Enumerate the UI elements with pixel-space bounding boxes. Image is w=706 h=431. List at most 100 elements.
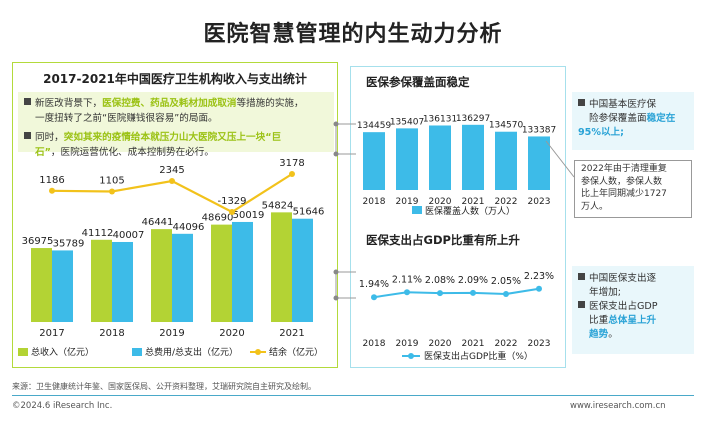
expense-bar: [232, 221, 253, 322]
coverage-chart-title: 医保参保覆盖面稳定: [366, 75, 470, 89]
legend-coverage-swatch: [412, 206, 422, 214]
bullet-square-icon: [578, 99, 585, 106]
balance-point: [289, 171, 295, 177]
expense-label: 40007: [113, 230, 145, 241]
footer-website[interactable]: www.iresearch.com.cn: [570, 401, 666, 411]
x-tick-label: 2018: [363, 339, 386, 349]
income-label: 41112: [82, 228, 114, 239]
legend-gdp-label: 医保支出占GDP比重（%）: [424, 350, 533, 362]
x-tick-label: 2018: [363, 197, 386, 207]
x-tick-label: 2021: [279, 328, 304, 339]
x-tick-label: 2018: [99, 328, 124, 339]
page-title: 医院智慧管理的内生动力分析: [203, 22, 503, 47]
income-label: 46441: [142, 217, 174, 228]
balance-label: 3178: [279, 158, 304, 169]
bullet-square-icon: [24, 98, 31, 105]
gdp-ratio-point: [470, 289, 476, 296]
balance-label: 1186: [39, 175, 64, 186]
income-bar: [91, 239, 112, 322]
coverage-value-label: 136297: [456, 114, 490, 124]
left-note-2: 同时，突如其来的疫情给本就压力山大医院又压上一块“巨 石”，医院运营优化、成本控…: [18, 130, 334, 160]
expense-label: 51646: [293, 207, 325, 218]
expense-bar: [112, 241, 133, 322]
expense-bar: [172, 233, 193, 322]
coverage-bar: [396, 128, 418, 190]
legend-income-label: 总收入（亿元）: [31, 346, 94, 358]
left-chart-title: 2017-2021年中国医疗卫生机构收入与支出统计: [43, 72, 307, 86]
legend-income-swatch: [18, 348, 28, 356]
expense-bar: [292, 218, 313, 322]
legend-gdp-marker: [408, 353, 414, 359]
x-tick-label: 2019: [159, 328, 184, 339]
coverage-bar: [429, 125, 451, 190]
right-panel: [350, 66, 566, 368]
x-tick-label: 2021: [462, 339, 485, 349]
coverage-side-box: 中国基本医疗保 险参保覆盖面稳定在95%以上;: [572, 92, 694, 150]
income-label: 48690: [202, 213, 234, 224]
expense-bar: [52, 250, 73, 322]
gdp-chart-title: 医保支出占GDP比重有所上升: [366, 233, 520, 247]
gdp-ratio-label: 2.23%: [524, 271, 554, 282]
bullet-square-icon: [24, 132, 31, 139]
coverage-bar: [363, 132, 385, 190]
footer-copyright: ©2024.6 iResearch Inc.: [12, 401, 113, 411]
income-expense-chart: 36975 35789 2017 41112 40007 2018 46441 44096 20…: [18, 158, 324, 358]
x-tick-label: 2020: [429, 197, 452, 207]
coverage-value-label: 134459: [357, 121, 392, 131]
legend-balance-marker: [255, 349, 261, 355]
legend-expense-swatch: [132, 348, 142, 356]
income-bar: [151, 229, 172, 322]
coverage-value-label: 136131: [423, 114, 457, 124]
balance-point: [109, 188, 115, 195]
expense-label: 35789: [53, 238, 85, 249]
coverage-bar: [462, 124, 484, 190]
x-tick-label: 2021: [462, 197, 485, 207]
balance-label: 1105: [99, 175, 124, 186]
footer-divider: [12, 395, 694, 396]
gdp-ratio-point: [404, 289, 410, 296]
x-tick-label: 2022: [495, 339, 518, 349]
coverage-value-label: 133387: [522, 125, 556, 135]
expense-label: 44096: [173, 222, 205, 233]
gdp-ratio-point: [371, 294, 377, 301]
callout-pointer: [545, 140, 575, 178]
income-bar: [31, 248, 52, 322]
balance-point: [229, 209, 235, 215]
left-note-box: 新医改背景下，医保控费、药品及耗材加成取消等措施的实施， 一度扭转了之前“医院赚…: [18, 92, 334, 158]
x-tick-label: 2020: [219, 328, 244, 339]
balance-label: -1329: [217, 196, 246, 207]
legend-coverage-label: 医保覆盖人数（万人）: [425, 205, 515, 217]
coverage-bar: [495, 131, 517, 190]
coverage-callout: 2022年由于清理重复 参保人数，参保人数 比上年同期减少1727 万人。: [574, 160, 692, 218]
coverage-value-label: 135407: [390, 117, 424, 127]
balance-point: [49, 187, 55, 194]
income-label: 54824: [262, 200, 294, 211]
x-tick-label: 2017: [39, 328, 64, 339]
x-tick-label: 2023: [528, 197, 551, 207]
balance-label: 2345: [159, 165, 184, 176]
gdp-ratio-label: 2.05%: [491, 276, 521, 287]
balance-point: [169, 178, 175, 185]
gdp-ratio-point: [503, 291, 509, 297]
legend-balance-label: 结余（亿元）: [269, 346, 323, 358]
gdp-ratio-label: 2.09%: [458, 275, 488, 286]
income-bar: [271, 212, 292, 322]
income-bar: [211, 224, 232, 322]
gdp-ratio-line: [373, 287, 540, 299]
gdp-ratio-label: 1.94%: [359, 279, 389, 290]
coverage-chart-svg: 134459 2018 135407 2019 136131 2020 136297 2021…: [357, 114, 556, 217]
x-tick-label: 2019: [396, 197, 419, 207]
x-tick-label: 2022: [495, 197, 518, 207]
gdp-side-box: 中国医保支出逐 年增加; 医保支出占GDP 比重总体呈上升 趋势。: [572, 266, 694, 354]
gdp-ratio-label: 2.08%: [425, 275, 455, 286]
coverage-chart: 134459 2018 135407 2019 136131 2020 136297 2021…: [357, 114, 556, 217]
bullet-square-icon: [578, 273, 585, 280]
connector-lines: [333, 121, 356, 301]
left-note-1: 新医改背景下，医保控费、药品及耗材加成取消等措施的实施， 一度扭转了之前“医院赚…: [18, 92, 334, 130]
legend-expense-label: 总费用/总支出（亿元）: [145, 346, 238, 358]
income-label: 36975: [22, 236, 54, 247]
gdp-ratio-point: [536, 285, 542, 292]
source-note: 来源：卫生健康统计年鉴、国家医保局、公开资料整理，艾瑞研究院自主研究及绘制。: [12, 382, 316, 391]
